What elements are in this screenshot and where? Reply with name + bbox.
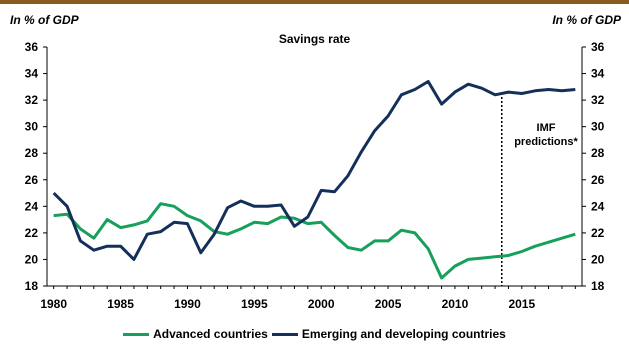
series-line-emerging — [52, 80, 576, 261]
y-tick-label-right: 36 — [591, 40, 605, 54]
x-tick-label: 2000 — [308, 297, 335, 311]
y-tick-label-right: 30 — [591, 120, 605, 134]
x-tick-label: 1980 — [40, 297, 67, 311]
y-tick-label-right: 28 — [591, 146, 605, 160]
legend-label-emerging: Emerging and developing countries — [301, 327, 506, 341]
annotation-imf: IMF — [537, 122, 556, 134]
legend-swatch-advanced — [123, 332, 150, 336]
y-tick-label-left: 32 — [25, 93, 39, 107]
annotation-predictions: predictions* — [514, 136, 578, 148]
y-tick-label-right: 34 — [591, 67, 605, 81]
y-tick-label-left: 24 — [25, 199, 39, 213]
y-tick-label-right: 18 — [591, 279, 605, 293]
y-tick-label-left: 26 — [25, 173, 39, 187]
x-tick-label: 1990 — [174, 297, 201, 311]
x-tick-label: 2005 — [375, 297, 402, 311]
x-tick-label: 2015 — [508, 297, 535, 311]
y-tick-label-left: 28 — [25, 146, 39, 160]
chart-title: Savings rate — [278, 32, 351, 46]
legend-label-advanced: Advanced countries — [153, 327, 268, 341]
legend-item-emerging: Emerging and developing countries — [271, 327, 506, 341]
legend-item-advanced: Advanced countries — [123, 327, 268, 341]
x-tick-label: 1985 — [107, 297, 134, 311]
y-tick-label-right: 24 — [591, 199, 605, 213]
top-rule — [0, 0, 629, 4]
legend-swatch-emerging — [271, 332, 298, 336]
x-tick-label: 2010 — [442, 297, 469, 311]
x-tick-label: 1995 — [241, 297, 268, 311]
y-tick-label-left: 22 — [25, 226, 39, 240]
y-axis-unit-left: In % of GDP — [10, 13, 79, 27]
y-tick-label-left: 36 — [25, 40, 39, 54]
y-tick-label-right: 26 — [591, 173, 605, 187]
y-tick-label-left: 30 — [25, 120, 39, 134]
y-tick-label-right: 20 — [591, 252, 605, 266]
y-axis-unit-right: In % of GDP — [552, 13, 621, 27]
y-tick-label-left: 34 — [25, 67, 39, 81]
series-line-advanced — [53, 202, 576, 280]
y-tick-label-right: 22 — [591, 226, 605, 240]
y-tick-label-left: 20 — [25, 252, 39, 266]
y-tick-label-right: 32 — [591, 93, 605, 107]
y-tick-label-left: 18 — [25, 279, 39, 293]
legend: Advanced countries Emerging and developi… — [0, 327, 629, 341]
